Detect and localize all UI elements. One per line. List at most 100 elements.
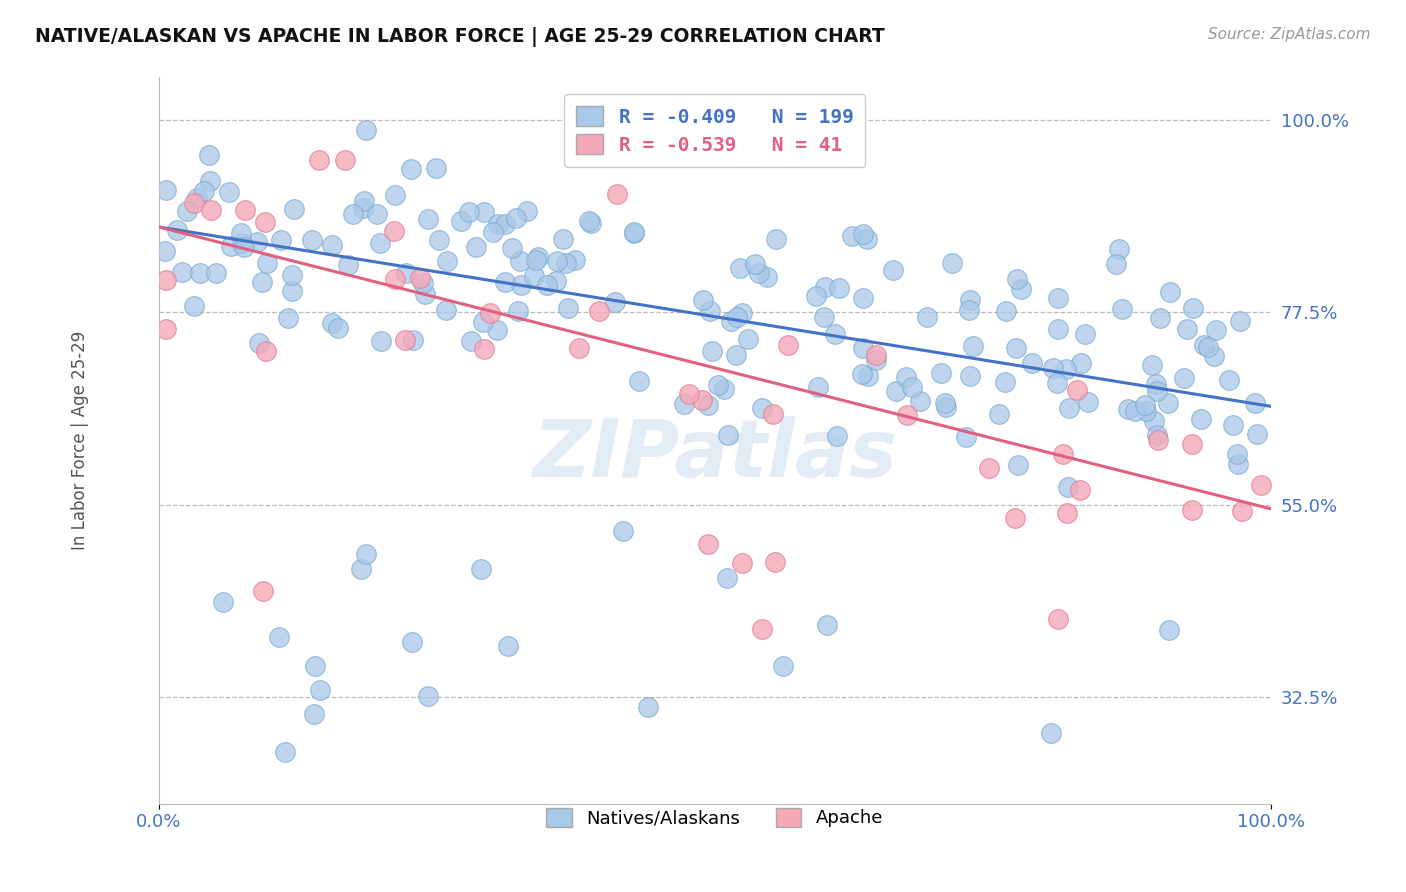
Point <box>1111 301 1133 316</box>
Point <box>395 266 418 280</box>
Point <box>579 216 602 230</box>
Point <box>901 380 924 394</box>
Point <box>776 338 799 352</box>
Point <box>1004 510 1026 524</box>
Point <box>337 258 360 272</box>
Point <box>988 407 1011 421</box>
Point <box>205 266 228 280</box>
Point <box>1218 372 1240 386</box>
Point <box>546 253 568 268</box>
Point <box>486 217 509 231</box>
Point <box>929 366 952 380</box>
Point <box>416 211 439 226</box>
Point <box>824 326 846 341</box>
Point <box>804 289 827 303</box>
Point <box>1157 623 1180 637</box>
Point <box>934 396 956 410</box>
Point <box>256 343 278 358</box>
Point <box>707 378 730 392</box>
Point <box>498 640 520 654</box>
Point <box>1046 292 1069 306</box>
Point <box>807 380 830 394</box>
Point <box>413 287 436 301</box>
Point <box>1057 401 1080 415</box>
Point <box>1246 426 1268 441</box>
Point <box>731 306 754 320</box>
Point <box>155 273 177 287</box>
Point <box>955 430 977 444</box>
Point <box>478 306 501 320</box>
Point <box>1052 447 1074 461</box>
Point <box>509 277 531 292</box>
Point <box>825 428 848 442</box>
Point <box>183 196 205 211</box>
Point <box>219 238 242 252</box>
Point <box>1146 384 1168 398</box>
Point <box>321 316 343 330</box>
Point <box>427 233 450 247</box>
Point <box>1222 418 1244 433</box>
Text: ZIPatlas: ZIPatlas <box>533 416 897 494</box>
Point <box>962 339 984 353</box>
Point <box>233 202 256 217</box>
Point <box>412 276 434 290</box>
Point <box>382 224 405 238</box>
Point <box>852 291 875 305</box>
Point <box>678 386 700 401</box>
Point <box>1175 322 1198 336</box>
Point <box>959 293 981 307</box>
Point <box>697 536 720 550</box>
Point <box>416 690 439 704</box>
Point <box>717 428 740 442</box>
Point <box>744 257 766 271</box>
Point <box>1157 396 1180 410</box>
Point <box>1205 323 1227 337</box>
Point <box>772 659 794 673</box>
Point <box>1077 394 1099 409</box>
Point <box>1135 404 1157 418</box>
Point <box>384 187 406 202</box>
Point <box>523 268 546 283</box>
Point <box>353 194 375 208</box>
Point <box>637 700 659 714</box>
Point <box>470 562 492 576</box>
Point <box>1181 502 1204 516</box>
Point <box>1197 340 1219 354</box>
Text: NATIVE/ALASKAN VS APACHE IN LABOR FORCE | AGE 25-29 CORRELATION CHART: NATIVE/ALASKAN VS APACHE IN LABOR FORCE … <box>35 27 884 46</box>
Point <box>865 352 887 367</box>
Point <box>814 280 837 294</box>
Point <box>399 162 422 177</box>
Point <box>748 266 770 280</box>
Point <box>516 203 538 218</box>
Point <box>884 384 907 398</box>
Point <box>233 239 256 253</box>
Point <box>402 333 425 347</box>
Point <box>252 584 274 599</box>
Point <box>728 261 751 276</box>
Point <box>623 226 645 240</box>
Point <box>1192 338 1215 352</box>
Point <box>828 281 851 295</box>
Point <box>434 303 457 318</box>
Point <box>1181 301 1204 315</box>
Point <box>471 315 494 329</box>
Point <box>763 555 786 569</box>
Point <box>564 252 586 267</box>
Point <box>1105 257 1128 271</box>
Point <box>959 369 981 384</box>
Point <box>1159 285 1181 300</box>
Point <box>917 310 939 324</box>
Point <box>700 344 723 359</box>
Point <box>841 229 863 244</box>
Point <box>457 205 479 219</box>
Point <box>957 303 980 318</box>
Point <box>755 269 778 284</box>
Point <box>253 215 276 229</box>
Point <box>1046 376 1069 390</box>
Point <box>697 398 720 412</box>
Point <box>578 214 600 228</box>
Point <box>280 285 302 299</box>
Point <box>737 332 759 346</box>
Point <box>304 659 326 673</box>
Point <box>1146 427 1168 442</box>
